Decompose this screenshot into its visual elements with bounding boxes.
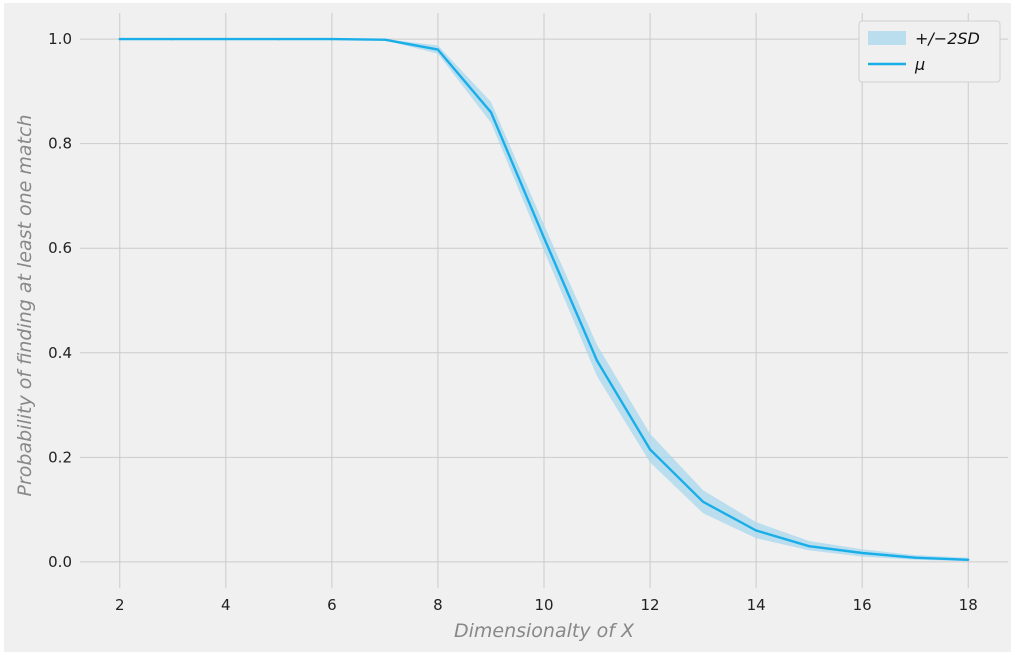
x-tick-label: 8 [433, 596, 443, 614]
x-axis-label: Dimensionalty of X [454, 620, 635, 642]
legend-line-label: μ [914, 55, 925, 74]
mean-point [224, 37, 228, 41]
chart-figure: 2 4 6 8 10 12 14 16 18 0.0 0.2 0.4 0.6 0.8 1.0 Dimens… [4, 3, 1011, 652]
mean-point [118, 37, 121, 41]
mean-point [860, 551, 864, 555]
y-tick-label: 0.4 [48, 344, 72, 362]
x-tick-label: 16 [853, 596, 872, 614]
y-tick-label: 0.6 [48, 239, 72, 257]
mean-point [436, 48, 440, 51]
y-tick-labels: 0.0 0.2 0.4 0.6 0.8 1.0 [48, 30, 72, 571]
x-tick-label: 6 [327, 596, 337, 614]
y-tick-label: 0.0 [48, 553, 72, 571]
x-tick-label: 4 [221, 596, 231, 614]
x-tick-label: 12 [641, 596, 660, 614]
mean-point [701, 500, 705, 503]
mean-line [118, 37, 970, 561]
legend-band-label: +/−2SD [915, 29, 980, 48]
y-axis-label: Probability of finding at least one matc… [14, 115, 36, 497]
mean-point [807, 544, 811, 548]
mean-point [330, 37, 334, 41]
mean-point [171, 37, 174, 41]
mean-point [967, 558, 970, 561]
grid [80, 13, 1008, 588]
mean-point [648, 448, 652, 451]
mean-point [277, 37, 281, 41]
mean-point [542, 236, 546, 239]
y-tick-label: 0.2 [48, 448, 72, 466]
mean-point [383, 38, 387, 41]
x-tick-label: 18 [959, 596, 978, 614]
x-tick-label: 14 [747, 596, 766, 614]
line-chart: 2 4 6 8 10 12 14 16 18 0.0 0.2 0.4 0.6 0.8 1.0 Dimens… [14, 13, 1008, 642]
mean-point [489, 111, 493, 114]
mean-point [914, 556, 917, 559]
y-tick-label: 1.0 [48, 30, 72, 48]
mean-point [595, 359, 599, 362]
legend-band-swatch [868, 31, 906, 45]
x-tick-label: 2 [115, 596, 125, 614]
x-tick-labels: 2 4 6 8 10 12 14 16 18 [115, 596, 978, 614]
y-tick-label: 0.8 [48, 135, 72, 153]
mean-point [754, 529, 758, 532]
legend: +/−2SD μ [858, 20, 1001, 83]
x-tick-label: 10 [534, 596, 553, 614]
